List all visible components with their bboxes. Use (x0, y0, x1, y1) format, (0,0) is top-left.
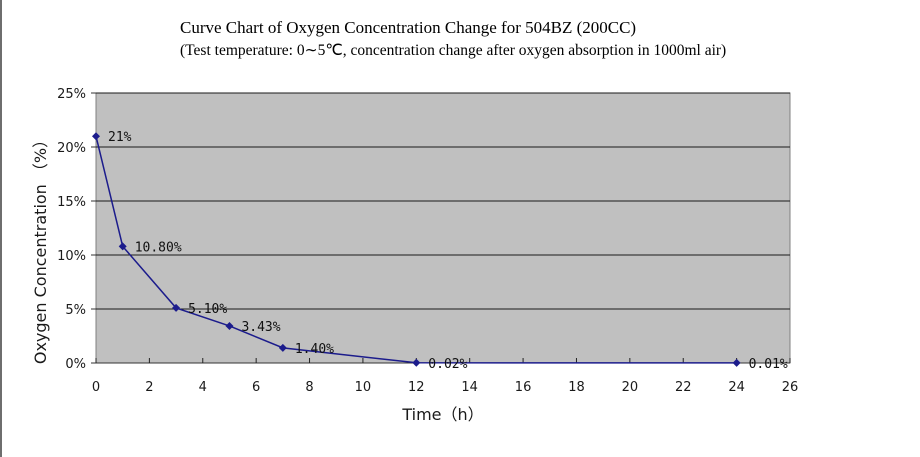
chart-subtitle: (Test temperature: 0∼5℃, concentration c… (180, 42, 727, 59)
data-point (278, 343, 287, 352)
data-point (732, 358, 741, 367)
x-tick-label: 10 (355, 380, 372, 395)
x-tick-label: 6 (252, 380, 260, 395)
data-label: 10.80% (135, 240, 182, 255)
x-tick-label: 8 (305, 380, 313, 395)
x-axis-ticks: 0 2 4 6 8 10 12 14 16 18 20 22 24 26 (92, 358, 798, 395)
data-label: 5.10% (188, 302, 227, 317)
x-tick-label: 12 (408, 380, 425, 395)
x-tick-label: 26 (782, 380, 799, 395)
x-tick-label: 18 (568, 380, 585, 395)
data-labels: 21% 10.80% 5.10% 3.43% 1.40% 0.02% 0.01% (108, 130, 788, 372)
x-tick-label: 24 (728, 380, 745, 395)
gridlines (96, 92, 790, 364)
x-tick-label: 4 (199, 380, 207, 395)
data-label: 3.43% (241, 320, 280, 335)
x-tick-label: 2 (145, 380, 153, 395)
x-tick-label: 14 (461, 380, 478, 395)
x-tick-label: 22 (675, 380, 692, 395)
data-label: 0.02% (428, 357, 467, 372)
y-axis-ticks: 0% 5% 10% 15% 20% 25% (57, 87, 96, 372)
window-border (0, 0, 2, 457)
data-label: 21% (108, 130, 132, 145)
x-tick-label: 20 (622, 380, 639, 395)
data-label: 1.40% (295, 342, 334, 357)
data-point (92, 132, 100, 141)
data-point (118, 242, 127, 251)
data-point (172, 303, 181, 312)
data-point (225, 321, 234, 330)
y-tick-label: 10% (57, 249, 86, 264)
plot-area (95, 92, 791, 364)
x-tick-label: 0 (92, 380, 100, 395)
data-label: 0.01% (749, 357, 788, 372)
data-markers (92, 132, 741, 367)
x-tick-label: 16 (515, 380, 532, 395)
y-tick-label: 15% (57, 195, 86, 210)
data-point (412, 358, 421, 367)
y-tick-label: 25% (57, 87, 86, 102)
chart-title: Curve Chart of Oxygen Concentration Chan… (180, 18, 637, 37)
y-tick-label: 20% (57, 141, 86, 156)
x-axis-title: Time（h） (401, 405, 483, 424)
y-tick-label: 5% (65, 303, 86, 318)
y-axis-title: Oxygen Concentration （%） (31, 132, 50, 364)
y-tick-label: 0% (65, 357, 86, 372)
